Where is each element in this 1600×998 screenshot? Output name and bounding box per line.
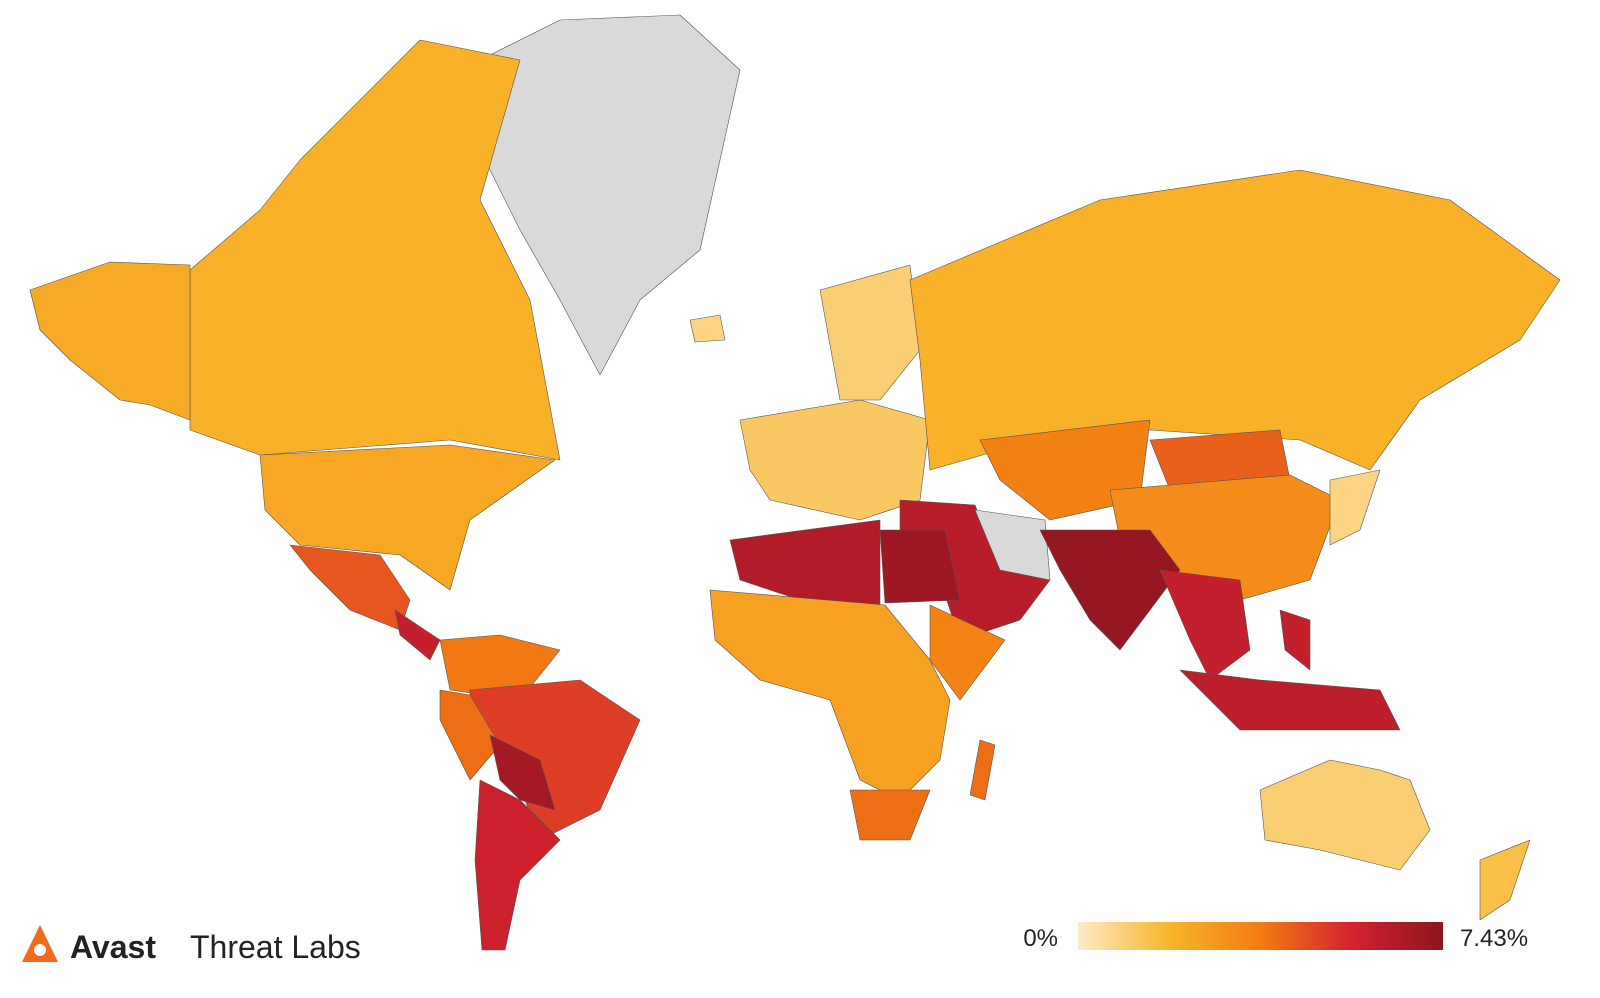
legend: 0% 7.43% [1023,922,1528,952]
logo-text: Threat Labs [190,929,361,965]
region [394,609,441,661]
region [819,264,921,401]
region [1479,839,1531,921]
region [689,314,726,343]
region [29,261,191,421]
region [979,419,1151,521]
region [969,739,996,801]
region [1039,529,1181,651]
regions [29,14,1561,951]
region [1179,669,1401,731]
region [489,734,556,811]
logo-name: Avast [70,929,156,965]
region [1159,569,1251,681]
region [439,634,561,701]
region [739,399,931,521]
region [1279,609,1311,671]
region [474,779,561,951]
region [709,589,951,801]
legend-gradient [1078,922,1443,950]
region [879,529,961,604]
no-data-region [974,509,1051,581]
region [929,604,1006,701]
region [729,519,881,606]
logo-icon-dot [34,944,46,956]
logo: Avast Threat Labs [22,925,361,965]
region [1329,469,1381,546]
region [849,789,931,841]
region [1259,759,1431,871]
region [259,444,556,591]
region [289,544,411,631]
no-data-region [479,14,741,376]
legend-max-label: 7.43% [1460,925,1528,952]
logo-icon [22,925,58,962]
legend-min-label: 0% [1023,925,1058,952]
region [909,169,1561,471]
region [189,39,561,461]
region [439,689,501,781]
